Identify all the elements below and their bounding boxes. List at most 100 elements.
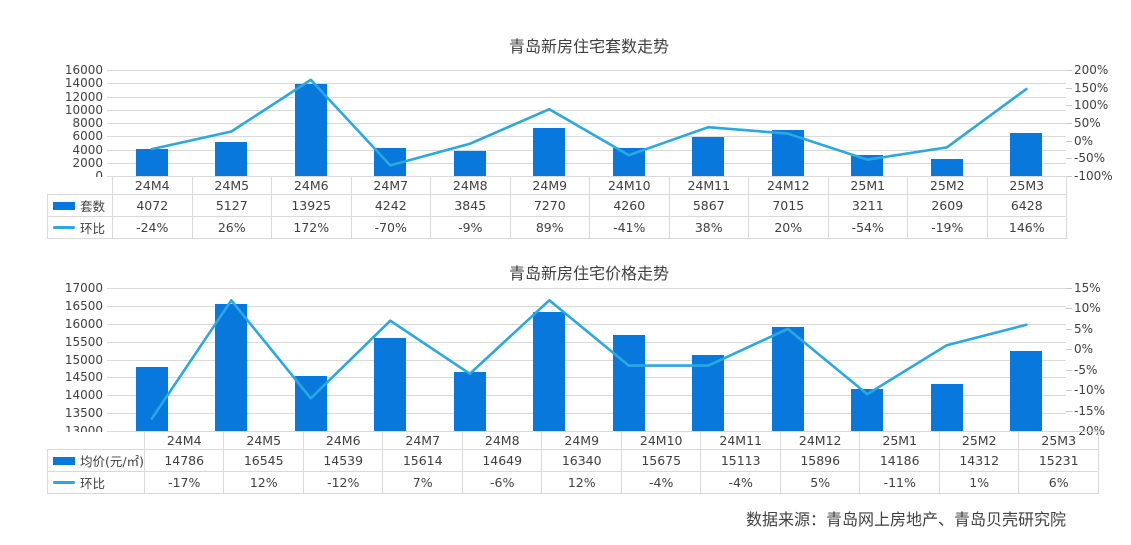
data-table: 24M4 24M5 24M6 24M7 24M8 24M9 24M10 24M11 24M12 2… [47, 176, 1067, 239]
value-cell: 20% [748, 216, 829, 239]
bar-25M1 [851, 388, 884, 431]
bar-24M7 [374, 337, 407, 431]
category-cell: 25M2 [938, 431, 1020, 450]
value-cell: 16340 [541, 449, 622, 472]
right-axis-tick-mark [1066, 87, 1072, 89]
category-cell: 24M9 [509, 176, 590, 195]
category-cell: 24M11 [700, 431, 781, 450]
category-cell: 24M12 [779, 431, 861, 450]
left-axis-tick-label: 15000 [64, 352, 103, 367]
value-cell: 3211 [827, 194, 908, 217]
value-cell: 1% [938, 471, 1020, 494]
bar-25M3 [1010, 133, 1043, 176]
right-axis-tick-mark [1066, 390, 1072, 392]
category-cell: 25M3 [1018, 431, 1099, 450]
category-cell: 24M9 [541, 431, 622, 450]
bar-24M4 [135, 367, 168, 431]
value-cell: -19% [907, 216, 988, 239]
value-cell: 14186 [859, 449, 940, 472]
value-cell: 15896 [779, 449, 861, 472]
line-legend-swatch-icon [53, 226, 75, 229]
mom-trend-line [150, 78, 1028, 167]
value-cell: 14786 [143, 449, 225, 472]
gridline [107, 323, 1066, 325]
right-axis-tick-label: 0% [1074, 342, 1094, 357]
value-cell: 5127 [191, 194, 272, 217]
gridline [107, 149, 1066, 151]
value-cell: 5% [779, 471, 861, 494]
value-cell: 4242 [350, 194, 431, 217]
left-axis-tick-label: 14500 [64, 370, 103, 385]
chart-title: 青岛新房住宅价格走势 [508, 264, 669, 283]
line-legend-swatch-icon [53, 481, 75, 484]
right-axis-tick-label: -10% [1074, 383, 1106, 398]
gridline [107, 162, 1066, 164]
value-cell: 6% [1018, 471, 1099, 494]
chart-title: 青岛新房住宅套数走势 [508, 37, 669, 56]
bar-24M8 [453, 150, 486, 176]
right-axis-tick-mark [1066, 123, 1072, 124]
right-axis-tick-label: 100% [1074, 98, 1109, 113]
table-corner-blank [47, 431, 145, 450]
gridline [107, 96, 1066, 98]
legend-cell: 套数 [47, 194, 113, 217]
data-table: 24M4 24M5 24M6 24M7 24M8 24M9 24M10 24M11 24M12 2… [47, 431, 1099, 494]
gridline [107, 70, 1066, 71]
left-axis-tick-label: 16000 [64, 316, 103, 331]
right-axis-tick-label: -100% [1074, 169, 1113, 183]
bar-25M2 [930, 384, 963, 431]
value-cell: 7015 [748, 194, 829, 217]
value-cell: 15614 [382, 449, 463, 472]
value-cell: 89% [509, 216, 590, 239]
category-cell: 24M6 [271, 176, 352, 195]
value-cell: -17% [143, 471, 225, 494]
bar-24M4 [135, 149, 168, 176]
data-source-note: 数据来源：青岛网上房地产、青岛贝壳研究院 [745, 510, 1066, 529]
plot-area [112, 70, 1066, 176]
value-cell: 146% [986, 216, 1067, 239]
value-cell: -11% [859, 471, 940, 494]
legend-cell: 均价(元/㎡) [47, 449, 145, 472]
gridline [107, 305, 1066, 307]
price-trend-chart: 青岛新房住宅价格走势 17000 16500 16000 15500 15000 1450… [0, 227, 1131, 495]
bar-25M3 [1010, 351, 1043, 431]
right-axis-tick-label: -5% [1074, 362, 1098, 377]
left-axis-tick-label: 14000 [64, 388, 103, 403]
category-cell: 24M8 [430, 176, 511, 195]
value-cell: 5867 [668, 194, 749, 217]
mom-trend-line [150, 299, 1028, 420]
value-cell: -9% [430, 216, 511, 239]
series-row-values: 均价(元/㎡) 14786 16545 14539 15614 14649 16340 156… [47, 449, 1099, 472]
category-cell: 24M10 [589, 176, 670, 195]
gridline [107, 136, 1066, 138]
value-cell: 12% [541, 471, 622, 494]
value-cell: 7270 [509, 194, 590, 217]
gridline [107, 359, 1066, 361]
right-axis-tick-label: 50% [1074, 116, 1101, 130]
category-cell: 24M4 [143, 431, 225, 450]
value-cell: -4% [700, 471, 781, 494]
gridline [107, 341, 1066, 343]
bar-24M10 [612, 335, 645, 431]
right-axis-tick-mark [1066, 369, 1072, 371]
value-cell: 3845 [430, 194, 511, 217]
legend-cell: 环比 [47, 216, 113, 239]
gridline [107, 123, 1066, 124]
left-axis-tick-label: 10000 [64, 102, 103, 117]
right-axis-tick-mark [1066, 140, 1072, 142]
left-axis-tick-label: 16000 [64, 63, 103, 77]
right-axis-tick-label: 10% [1074, 301, 1101, 316]
right-axis-tick-mark [1066, 328, 1072, 330]
left-axis-tick-label: 17000 [64, 281, 103, 295]
bar-24M9 [533, 127, 566, 176]
category-cell: 25M3 [986, 176, 1067, 195]
value-cell: 14649 [461, 449, 543, 472]
right-axis-tick-mark [1066, 70, 1072, 71]
left-axis-tick-label: 6000 [72, 129, 103, 144]
value-cell: 13925 [271, 194, 352, 217]
series-row-values: 套数 4072 5127 13925 4242 3845 7270 4260 5867 7015 3… [47, 194, 1067, 217]
category-cell: 24M7 [350, 176, 431, 195]
value-cell: -70% [350, 216, 431, 239]
value-cell: 4072 [112, 194, 193, 217]
